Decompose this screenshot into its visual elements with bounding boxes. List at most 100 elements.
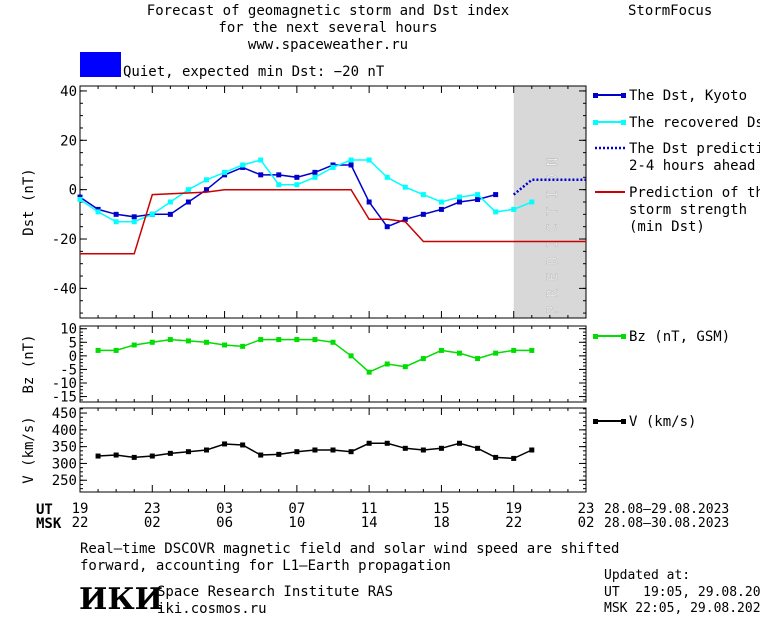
legend-label: The Dst prediction: [629, 141, 760, 157]
x-tick-label-msk: 22: [72, 515, 89, 531]
legend-label: V (km/s): [629, 414, 696, 430]
data-point: [294, 337, 300, 343]
y-tick-label: -5: [60, 362, 77, 378]
prediction-label: PREDICTION: [545, 150, 561, 314]
data-point: [348, 162, 354, 168]
data-point: [493, 209, 499, 215]
ut-axis-label: UT: [36, 502, 53, 518]
data-point: [475, 356, 481, 362]
y-tick-label: 300: [52, 456, 77, 472]
legend-label: Prediction of the: [629, 185, 760, 201]
data-point: [366, 157, 372, 163]
legend-marker: [593, 93, 598, 98]
legend-marker: [621, 120, 626, 125]
data-point: [240, 162, 246, 168]
data-point: [222, 342, 228, 348]
data-point: [113, 211, 119, 217]
updated-label: Updated at:: [604, 568, 691, 583]
data-point: [167, 199, 173, 205]
data-point: [258, 452, 264, 458]
data-point: [240, 442, 246, 448]
data-point: [438, 199, 444, 205]
y-tick-label: 5: [69, 335, 77, 351]
legend-label: Bz (nT, GSM): [629, 329, 730, 345]
status-label: Quiet, expected min Dst: −20 nT: [123, 64, 385, 80]
panel-frame-bz: [79, 325, 587, 403]
data-point: [204, 339, 209, 345]
data-point: [95, 209, 101, 215]
data-point: [420, 356, 426, 362]
legend-marker: [593, 120, 598, 125]
chart-subtitle: for the next several hours: [218, 20, 438, 36]
x-tick-label-msk: 02: [578, 515, 595, 531]
data-point: [204, 177, 209, 183]
data-point: [222, 441, 228, 447]
data-point: [294, 182, 300, 188]
data-point: [149, 339, 155, 345]
data-point: [366, 199, 372, 205]
data-point: [312, 174, 318, 180]
data-point: [185, 199, 191, 205]
y-tick-label: -10: [52, 376, 77, 392]
data-point: [167, 450, 173, 456]
brand-label: StormFocus: [628, 3, 713, 19]
data-point: [457, 194, 462, 200]
data-point: [131, 342, 137, 348]
institute-url[interactable]: iki.cosmos.ru: [157, 601, 267, 617]
data-point: [348, 353, 354, 359]
data-point: [529, 199, 535, 205]
data-point: [330, 339, 336, 345]
ut-date-range: 28.08–29.08.2023: [604, 502, 730, 517]
legend-label: (min Dst): [629, 219, 705, 235]
data-point: [493, 350, 499, 356]
data-point: [438, 206, 444, 212]
y-axis-label: Bz (nT): [21, 334, 37, 393]
series-line-bz-0: [98, 338, 532, 373]
y-axis-label: V (km/s): [21, 416, 37, 483]
y-tick-label: 350: [52, 440, 77, 456]
data-point: [529, 447, 535, 453]
data-point: [95, 453, 101, 459]
y-axis-label: Dst (nT): [21, 168, 37, 235]
series-line-dst-3: [80, 188, 586, 255]
msk-date-range: 28.08–30.08.2023: [604, 516, 730, 531]
data-point: [438, 445, 444, 451]
data-point: [276, 172, 282, 178]
data-point: [276, 451, 282, 457]
x-tick-label-msk: 22: [505, 515, 522, 531]
data-point: [402, 216, 408, 222]
data-point: [420, 192, 426, 198]
updated-msk: MSK 22:05, 29.08.2023: [604, 601, 760, 616]
status-swatch: [80, 52, 121, 77]
data-point: [511, 455, 517, 461]
x-tick-label-ut: 03: [216, 501, 233, 517]
legend-marker: [621, 334, 626, 339]
data-point: [384, 174, 390, 180]
legend-marker: [621, 93, 626, 98]
chart-title: Forecast of geomagnetic storm and Dst in…: [146, 3, 510, 19]
data-point: [420, 211, 426, 217]
data-point: [348, 157, 354, 163]
data-point: [330, 164, 336, 170]
institute-name: Space Research Institute RAS: [157, 584, 394, 600]
x-tick-label-ut: 11: [361, 501, 378, 517]
legend-label: 2-4 hours ahead: [629, 158, 755, 174]
data-point: [511, 347, 517, 353]
legend-label: The recovered Dst: [629, 115, 760, 131]
data-point: [240, 343, 246, 349]
data-point: [167, 211, 173, 217]
x-tick-label-msk: 06: [216, 515, 233, 531]
data-point: [529, 347, 535, 353]
data-point: [95, 347, 101, 353]
site-url[interactable]: www.spaceweather.ru: [247, 37, 409, 53]
y-tick-label: 40: [60, 84, 77, 100]
y-tick-label: 0: [69, 183, 77, 199]
data-point: [475, 197, 481, 203]
panel-frame-dst: [79, 85, 587, 319]
data-point: [366, 440, 372, 446]
data-point: [185, 338, 191, 344]
data-point: [294, 449, 300, 455]
data-point: [149, 211, 155, 217]
data-point: [475, 445, 481, 451]
data-point: [493, 192, 499, 198]
